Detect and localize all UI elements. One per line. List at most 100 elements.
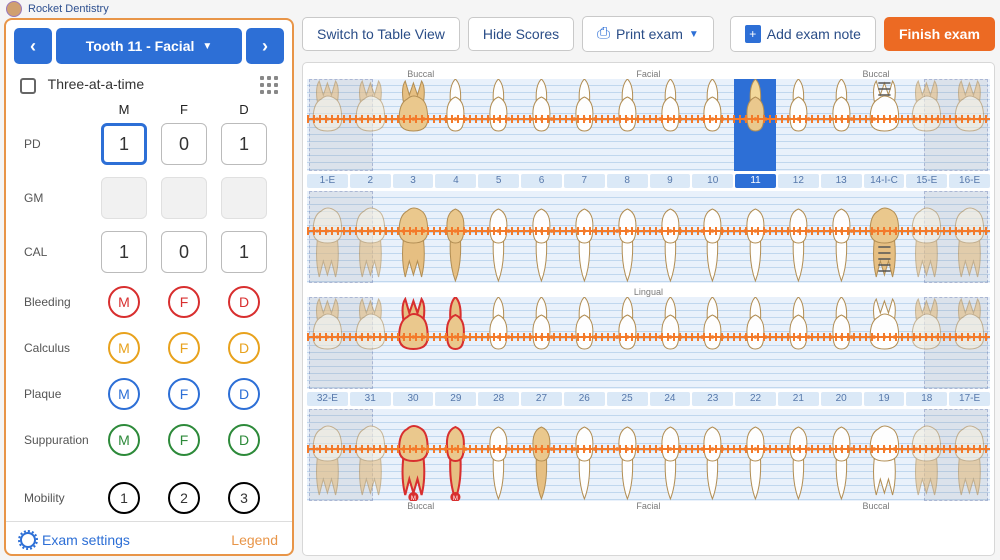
tooth[interactable]	[864, 297, 905, 389]
cal-f-input[interactable]: 0	[161, 231, 207, 273]
tooth-number[interactable]: 26	[564, 392, 605, 406]
tooth[interactable]	[478, 191, 519, 283]
tooth-number[interactable]: 18	[906, 392, 947, 406]
tooth[interactable]	[564, 297, 605, 389]
next-tooth-button[interactable]: ›	[246, 28, 284, 64]
tooth[interactable]	[350, 297, 391, 389]
mobility-3[interactable]: 3	[228, 482, 260, 514]
plaque-f[interactable]: F	[168, 378, 200, 410]
tooth-number[interactable]: 24	[650, 392, 691, 406]
tooth[interactable]	[650, 297, 691, 389]
tooth[interactable]	[949, 79, 990, 171]
tooth[interactable]	[393, 191, 434, 283]
tooth-number[interactable]: 25	[607, 392, 648, 406]
legend-link[interactable]: Legend	[231, 532, 278, 548]
tooth[interactable]	[906, 409, 947, 501]
suppuration-m[interactable]: M	[108, 424, 140, 456]
bleeding-f[interactable]: F	[168, 286, 200, 318]
tooth[interactable]	[521, 79, 562, 171]
tooth-number[interactable]: 9	[650, 174, 691, 188]
tooth[interactable]	[906, 79, 947, 171]
tooth-number[interactable]: 8	[607, 174, 648, 188]
tooth[interactable]	[821, 191, 862, 283]
tooth[interactable]	[564, 409, 605, 501]
tooth-number[interactable]: 2	[350, 174, 391, 188]
tooth[interactable]	[307, 409, 348, 501]
tooth[interactable]	[435, 79, 476, 171]
tooth[interactable]	[778, 409, 819, 501]
tooth[interactable]	[478, 409, 519, 501]
keypad-icon[interactable]	[260, 76, 278, 94]
tooth-selector[interactable]: Tooth 11 - Facial ▼	[56, 28, 242, 64]
tooth[interactable]	[564, 79, 605, 171]
tooth[interactable]	[607, 297, 648, 389]
tooth[interactable]	[864, 409, 905, 501]
tooth[interactable]	[949, 297, 990, 389]
tooth[interactable]	[821, 79, 862, 171]
tooth-number[interactable]: 5	[478, 174, 519, 188]
tooth-number[interactable]: 19	[864, 392, 905, 406]
tooth[interactable]	[307, 79, 348, 171]
pd-f-input[interactable]: 0	[161, 123, 207, 165]
bleeding-d[interactable]: D	[228, 286, 260, 318]
tooth-number[interactable]: 22	[735, 392, 776, 406]
hide-scores-button[interactable]: Hide Scores	[468, 17, 574, 51]
tooth[interactable]	[949, 409, 990, 501]
tooth[interactable]: M	[435, 409, 476, 501]
tooth[interactable]	[778, 79, 819, 171]
tooth[interactable]	[692, 191, 733, 283]
tooth[interactable]	[692, 409, 733, 501]
tooth[interactable]	[864, 191, 905, 283]
tooth-number[interactable]: 23	[692, 392, 733, 406]
exam-settings-link[interactable]: Exam settings	[20, 532, 130, 548]
tooth[interactable]	[393, 297, 434, 389]
tooth-number[interactable]: 21	[778, 392, 819, 406]
tooth[interactable]	[435, 297, 476, 389]
pd-d-input[interactable]: 1	[221, 123, 267, 165]
tooth-number[interactable]: 3	[393, 174, 434, 188]
tooth[interactable]	[735, 191, 776, 283]
tooth-number[interactable]: 1-E	[307, 174, 348, 188]
tooth[interactable]	[564, 191, 605, 283]
print-exam-button[interactable]: ⎙ Print exam ▼	[582, 16, 714, 52]
mobility-2[interactable]: 2	[168, 482, 200, 514]
calculus-m[interactable]: M	[108, 332, 140, 364]
tooth[interactable]	[478, 297, 519, 389]
tooth[interactable]	[821, 409, 862, 501]
tooth[interactable]	[521, 191, 562, 283]
calculus-d[interactable]: D	[228, 332, 260, 364]
tooth-number[interactable]: 7	[564, 174, 605, 188]
tooth[interactable]: M	[393, 409, 434, 501]
tooth-number[interactable]: 6	[521, 174, 562, 188]
gm-m-input[interactable]	[101, 177, 147, 219]
tooth[interactable]	[521, 409, 562, 501]
tooth[interactable]	[478, 79, 519, 171]
gm-f-input[interactable]	[161, 177, 207, 219]
tooth[interactable]	[821, 297, 862, 389]
finish-exam-button[interactable]: Finish exam	[884, 17, 995, 51]
mobility-1[interactable]: 1	[108, 482, 140, 514]
tooth-number[interactable]: 31	[350, 392, 391, 406]
tooth-number[interactable]: 29	[435, 392, 476, 406]
tooth[interactable]	[307, 297, 348, 389]
suppuration-f[interactable]: F	[168, 424, 200, 456]
tooth-number[interactable]: 27	[521, 392, 562, 406]
tooth-number[interactable]: 12	[778, 174, 819, 188]
tooth[interactable]	[350, 191, 391, 283]
tooth-number[interactable]: 10	[692, 174, 733, 188]
plaque-d[interactable]: D	[228, 378, 260, 410]
tooth[interactable]	[735, 297, 776, 389]
tooth[interactable]	[735, 409, 776, 501]
tooth-number[interactable]: 11	[735, 174, 776, 188]
tooth-number[interactable]: 16-E	[949, 174, 990, 188]
prev-tooth-button[interactable]: ‹	[14, 28, 52, 64]
tooth[interactable]	[650, 79, 691, 171]
tooth[interactable]	[435, 191, 476, 283]
tooth[interactable]	[650, 191, 691, 283]
gm-d-input[interactable]	[221, 177, 267, 219]
tooth[interactable]	[521, 297, 562, 389]
switch-table-view-button[interactable]: Switch to Table View	[302, 17, 460, 51]
tooth[interactable]	[393, 79, 434, 171]
tooth[interactable]	[906, 191, 947, 283]
plaque-m[interactable]: M	[108, 378, 140, 410]
